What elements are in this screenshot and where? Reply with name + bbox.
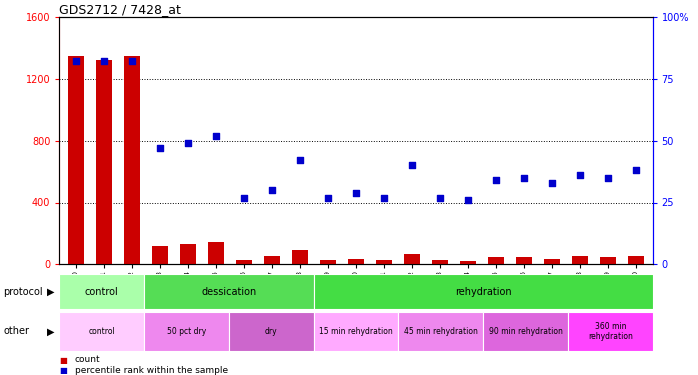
Text: control: control xyxy=(85,286,119,297)
Bar xyxy=(600,256,616,264)
Bar xyxy=(313,274,653,309)
Point xyxy=(490,177,501,183)
Point xyxy=(406,162,417,168)
Bar xyxy=(376,260,392,264)
Point xyxy=(519,175,530,181)
Bar xyxy=(488,256,503,264)
Point xyxy=(70,58,82,64)
Point xyxy=(239,195,250,201)
Point xyxy=(154,145,165,151)
Bar xyxy=(313,312,399,351)
Text: dry: dry xyxy=(265,327,278,336)
Bar xyxy=(229,312,313,351)
Point xyxy=(182,140,193,146)
Bar xyxy=(68,56,84,264)
Point xyxy=(630,167,641,173)
Text: ■: ■ xyxy=(59,366,67,375)
Point xyxy=(211,133,222,139)
Bar xyxy=(628,256,644,264)
Bar xyxy=(144,312,229,351)
Bar xyxy=(59,274,144,309)
Bar xyxy=(152,246,168,264)
Bar xyxy=(399,312,483,351)
Text: GDS2712 / 7428_at: GDS2712 / 7428_at xyxy=(59,3,181,16)
Point xyxy=(434,195,445,201)
Text: protocol: protocol xyxy=(3,286,43,297)
Point xyxy=(98,58,110,64)
Point xyxy=(378,195,389,201)
Bar xyxy=(124,56,140,264)
Text: rehydration: rehydration xyxy=(455,286,512,297)
Text: 45 min rehydration: 45 min rehydration xyxy=(404,327,477,336)
Bar xyxy=(59,312,144,351)
Bar xyxy=(237,260,252,264)
Bar xyxy=(517,257,532,264)
Point xyxy=(267,187,278,193)
Bar xyxy=(320,260,336,264)
Text: 90 min rehydration: 90 min rehydration xyxy=(489,327,563,336)
Point xyxy=(602,175,614,181)
Bar xyxy=(404,254,419,264)
Text: count: count xyxy=(75,356,101,364)
Bar xyxy=(180,244,195,264)
Bar xyxy=(292,251,308,264)
Bar xyxy=(265,256,280,264)
Bar xyxy=(209,242,224,264)
Text: control: control xyxy=(89,327,115,336)
Point xyxy=(462,197,473,203)
Text: 360 min
rehydration: 360 min rehydration xyxy=(588,322,632,341)
Text: other: other xyxy=(3,326,29,336)
Bar xyxy=(96,60,112,264)
Text: ▶: ▶ xyxy=(47,286,54,297)
Bar xyxy=(572,256,588,264)
Text: ■: ■ xyxy=(59,356,67,364)
Bar xyxy=(432,260,447,264)
Bar xyxy=(483,312,568,351)
Bar xyxy=(348,259,364,264)
Point xyxy=(126,58,138,64)
Point xyxy=(322,195,334,201)
Point xyxy=(574,172,586,178)
Text: 50 pct dry: 50 pct dry xyxy=(167,327,206,336)
Text: dessication: dessication xyxy=(201,286,256,297)
Bar xyxy=(568,312,653,351)
Bar xyxy=(460,261,475,264)
Point xyxy=(350,190,362,196)
Point xyxy=(547,180,558,186)
Text: percentile rank within the sample: percentile rank within the sample xyxy=(75,366,228,375)
Bar xyxy=(544,259,560,264)
Point xyxy=(295,158,306,164)
Text: 15 min rehydration: 15 min rehydration xyxy=(319,327,393,336)
Text: ▶: ▶ xyxy=(47,326,54,336)
Bar xyxy=(144,274,313,309)
